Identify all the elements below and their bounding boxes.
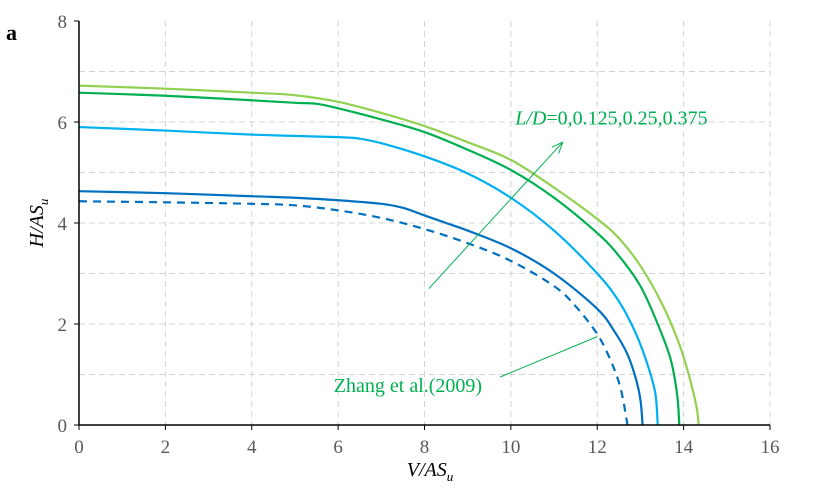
y-axis-label: H/ASu: [26, 198, 51, 248]
series-line-3: [78, 84, 700, 426]
y-tick-label: 0: [58, 416, 68, 437]
ld-arrowhead: [551, 141, 564, 154]
ld-arrow: [428, 141, 564, 289]
series-line-4: [78, 200, 629, 426]
y-tick-label: 6: [58, 113, 68, 134]
y-tick-label: 2: [58, 315, 68, 336]
y-ticks: 0 2 4 6 8: [58, 12, 79, 437]
y-tick-label: 4: [58, 214, 68, 235]
y-tick-label: 8: [58, 12, 68, 33]
x-ticks: 0 2 4 6 8 10 12 14 16: [74, 425, 780, 458]
x-tick-label: 4: [247, 437, 257, 458]
panel-label: a: [6, 20, 17, 45]
series-group: [78, 84, 700, 426]
x-tick-label: 8: [420, 437, 430, 458]
series-line-2: [78, 91, 681, 426]
x-tick-label: 2: [161, 437, 171, 458]
x-tick-label: 14: [674, 437, 694, 458]
grid: [79, 21, 771, 425]
x-tick-label: 16: [761, 437, 780, 458]
series-line-0: [78, 190, 644, 426]
x-tick-label: 6: [333, 437, 343, 458]
x-tick-label: 0: [74, 437, 84, 458]
annotations: L/D=0,0.125,0.25,0.375 Zhang et al.(2009…: [334, 108, 708, 398]
zhang-leader-line: [499, 336, 598, 378]
x-axis-label: V/ASu: [407, 459, 454, 484]
series-line-1: [78, 125, 659, 426]
zhang-annotation-label: Zhang et al.(2009): [334, 375, 482, 397]
ld-annotation-label: L/D=0,0.125,0.25,0.375: [514, 108, 707, 130]
x-tick-label: 10: [501, 437, 520, 458]
x-tick-label: 12: [588, 437, 607, 458]
